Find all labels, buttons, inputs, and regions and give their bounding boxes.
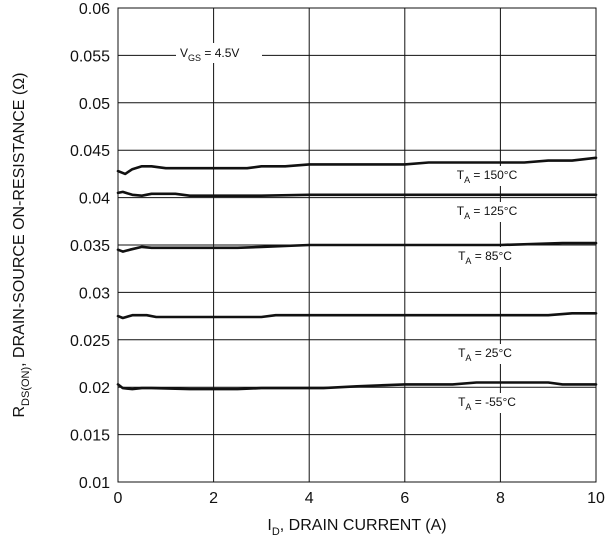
series-line <box>116 311 598 320</box>
y-axis-label-main: R <box>11 406 28 418</box>
y-tick-label: 0.045 <box>70 143 110 160</box>
series-label-background <box>443 344 527 364</box>
y-tick-label: 0.03 <box>79 285 110 302</box>
y-tick-label: 0.06 <box>79 1 110 18</box>
y-axis-label-rest: , DRAIN-SOURCE ON-RESISTANCE (Ω) <box>11 72 28 366</box>
series-label: TA = 150°C <box>457 168 518 185</box>
series-line <box>116 156 598 176</box>
y-tick-label: 0.015 <box>70 428 110 445</box>
plot-frame <box>117 7 597 483</box>
x-tick-label: 6 <box>400 490 409 507</box>
series-label-background <box>439 393 535 413</box>
x-tick-label: 0 <box>114 490 123 507</box>
series-label: TA = -55°C <box>458 395 516 412</box>
y-tick-label: 0.01 <box>79 475 110 492</box>
y-tick-label: 0.05 <box>79 96 110 113</box>
series-label-background <box>443 247 527 267</box>
condition-label-sub: GS <box>188 53 201 63</box>
y-axis-label: RDS(ON), DRAIN-SOURCE ON-RESISTANCE (Ω) <box>11 72 32 417</box>
x-tick-label: 4 <box>305 490 314 507</box>
y-tick-label: 0.02 <box>79 380 110 397</box>
series-layer <box>116 156 598 391</box>
y-tick-label: 0.035 <box>70 238 110 255</box>
condition-label-rest: = 4.5V <box>201 46 239 60</box>
condition-label-background <box>176 43 262 63</box>
condition-label-main: V <box>180 46 188 60</box>
series-line <box>116 381 598 391</box>
y-tick-label: 0.04 <box>79 191 110 208</box>
x-axis-label-main: I <box>267 517 271 534</box>
series-label: TA = 125°C <box>457 204 518 221</box>
y-axis-label-sub: DS(ON) <box>20 367 32 406</box>
x-axis-label-sub: D <box>272 526 280 538</box>
x-tick-label: 8 <box>496 490 505 507</box>
x-tick-label: 10 <box>587 490 605 507</box>
x-axis-label: ID, DRAIN CURRENT (A) <box>267 517 446 538</box>
series-line <box>116 190 598 197</box>
series-label-background <box>438 166 536 186</box>
y-tick-label: 0.055 <box>70 48 110 65</box>
series-label-background <box>438 202 536 222</box>
y-tick-label: 0.025 <box>70 333 110 350</box>
series-labels: TA = 150°C TA = 125°C TA = 85°C TA = 25°C TA… <box>438 166 536 413</box>
condition-label: VGS = 4.5V <box>180 46 239 63</box>
x-axis-label-rest: , DRAIN CURRENT (A) <box>280 517 447 534</box>
x-tick-label: 2 <box>209 490 218 507</box>
series-line <box>116 241 598 253</box>
series-label: TA = 85°C <box>458 249 512 266</box>
series-label: TA = 25°C <box>458 346 512 363</box>
condition-annotation: VGS = 4.5V <box>176 43 262 63</box>
tick-labels: 0 2 4 6 8 10 0.01 0.015 0.02 0.025 0.03 0.035 0.04 0.… <box>70 1 605 507</box>
